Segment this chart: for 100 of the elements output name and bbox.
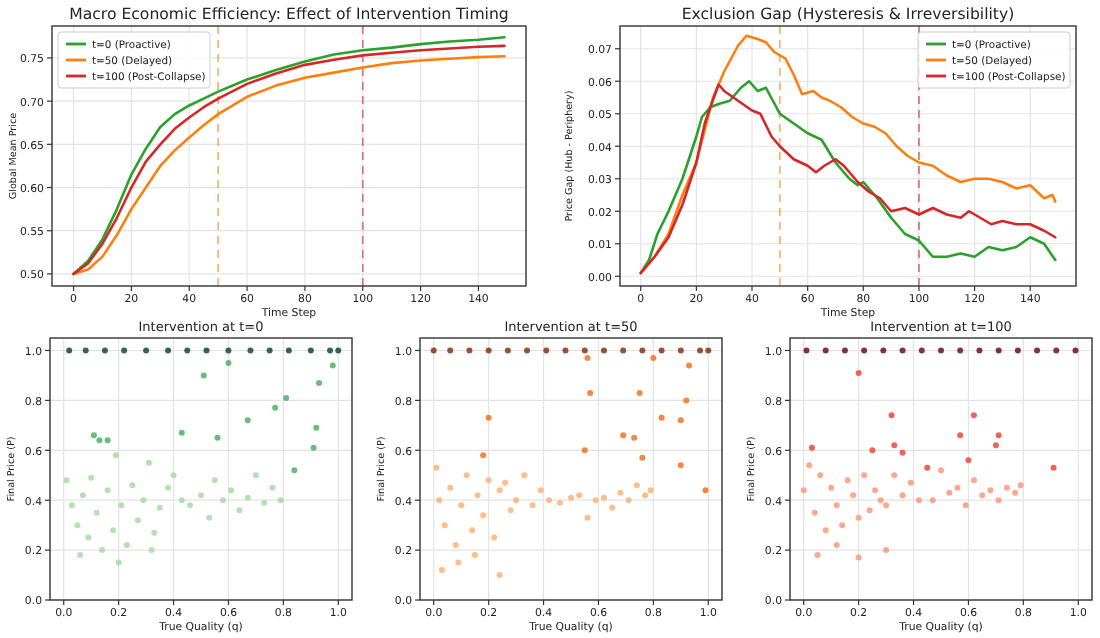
- point: [537, 487, 544, 494]
- point: [1003, 484, 1010, 491]
- point: [104, 487, 111, 494]
- point: [491, 534, 498, 541]
- point: [631, 434, 638, 441]
- point: [463, 472, 470, 479]
- point: [929, 497, 936, 504]
- point: [976, 347, 983, 354]
- point: [705, 347, 712, 354]
- point: [277, 497, 284, 504]
- point: [938, 347, 944, 354]
- point: [658, 347, 665, 354]
- point: [283, 394, 290, 401]
- point: [99, 547, 106, 554]
- point: [115, 559, 122, 566]
- point: [924, 464, 931, 471]
- point: [970, 477, 977, 484]
- point: [686, 362, 693, 369]
- point: [861, 472, 868, 479]
- point: [225, 359, 232, 366]
- point: [145, 459, 152, 466]
- point: [587, 389, 594, 396]
- point: [436, 497, 443, 504]
- point: [504, 347, 511, 354]
- point: [995, 432, 1002, 439]
- point: [316, 379, 323, 386]
- point: [513, 497, 520, 504]
- point: [507, 507, 514, 514]
- point: [502, 479, 509, 486]
- point: [562, 347, 569, 354]
- point: [178, 429, 185, 436]
- point: [101, 347, 108, 354]
- point: [543, 347, 550, 354]
- point: [447, 484, 454, 491]
- point: [496, 487, 503, 494]
- point: [261, 499, 268, 506]
- point: [872, 487, 879, 494]
- point: [803, 347, 810, 354]
- point: [447, 347, 454, 354]
- point: [581, 447, 588, 454]
- point: [850, 492, 857, 499]
- point: [855, 554, 862, 561]
- point: [165, 484, 172, 491]
- point: [861, 347, 868, 354]
- point: [995, 347, 1002, 354]
- point: [965, 457, 972, 464]
- point: [683, 397, 690, 404]
- point: [187, 502, 194, 509]
- point: [822, 347, 829, 354]
- point: [104, 437, 111, 444]
- point: [244, 417, 251, 424]
- point: [247, 347, 254, 354]
- point: [485, 347, 492, 354]
- point: [883, 547, 890, 554]
- point: [485, 477, 492, 484]
- point: [650, 354, 657, 361]
- point: [1014, 347, 1021, 354]
- point: [236, 507, 243, 514]
- point: [817, 472, 824, 479]
- point: [252, 472, 259, 479]
- point: [93, 509, 100, 516]
- point: [430, 347, 437, 354]
- point: [143, 347, 150, 354]
- point: [609, 504, 616, 511]
- point: [269, 484, 276, 491]
- point: [833, 542, 840, 549]
- point: [697, 347, 704, 354]
- point: [839, 522, 846, 529]
- point: [617, 489, 624, 496]
- point: [214, 434, 221, 441]
- point: [992, 442, 999, 449]
- point: [118, 502, 125, 509]
- point: [568, 494, 574, 501]
- point: [85, 534, 92, 541]
- point: [800, 487, 807, 494]
- point: [206, 514, 213, 521]
- point: [987, 487, 994, 494]
- point: [954, 484, 961, 491]
- point: [979, 492, 986, 499]
- point: [957, 432, 964, 439]
- point: [957, 347, 964, 354]
- point: [524, 347, 531, 354]
- point: [77, 552, 84, 559]
- point: [291, 467, 298, 474]
- point: [995, 497, 1002, 504]
- point: [891, 472, 898, 479]
- point: [79, 492, 86, 499]
- point: [441, 522, 448, 529]
- point: [228, 487, 235, 494]
- point: [63, 477, 70, 484]
- point: [658, 414, 665, 421]
- point: [918, 347, 925, 354]
- point: [844, 477, 851, 484]
- point: [474, 492, 481, 499]
- point: [452, 542, 459, 549]
- point: [170, 472, 177, 479]
- point: [811, 509, 818, 516]
- point: [888, 412, 895, 419]
- point: [466, 347, 473, 354]
- point: [633, 482, 640, 489]
